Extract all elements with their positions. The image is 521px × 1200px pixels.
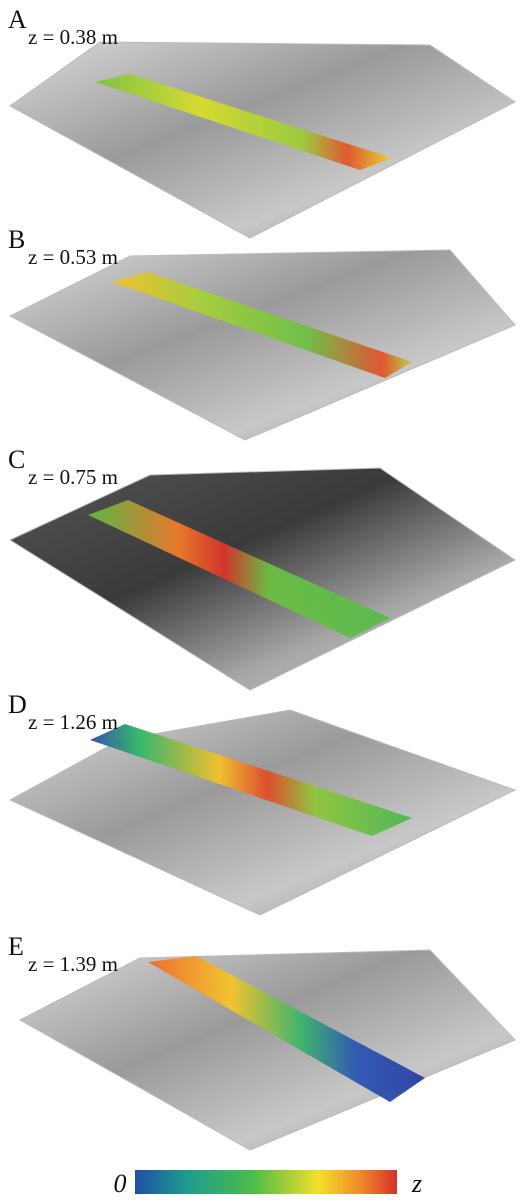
figure: Az = 0.38 m Bz = 0.53 m Cz = 0.75 m Dz = 1.… xyxy=(0,0,521,1200)
z-label: z = 0.53 m xyxy=(28,245,118,269)
panel-letter: B xyxy=(8,225,25,254)
z-label: z = 0.75 m xyxy=(28,465,118,489)
panel-letter: E xyxy=(8,932,24,961)
panel-letter: C xyxy=(8,445,25,474)
z-label: z = 0.38 m xyxy=(28,25,118,49)
colorbar-max-label: z xyxy=(411,1169,422,1198)
terrain xyxy=(10,710,515,915)
colorbar xyxy=(135,1170,397,1194)
terrain xyxy=(10,250,515,440)
panel-letter: D xyxy=(8,690,27,719)
z-label: z = 1.39 m xyxy=(28,952,118,976)
panel-letter: A xyxy=(8,5,27,34)
colorbar-min-label: 0 xyxy=(114,1169,127,1198)
terrain xyxy=(20,950,515,1150)
z-label: z = 1.26 m xyxy=(28,710,118,734)
terrain xyxy=(10,42,515,238)
panels: Az = 0.38 m Bz = 0.53 m Cz = 0.75 m Dz = 1.… xyxy=(8,5,515,1150)
